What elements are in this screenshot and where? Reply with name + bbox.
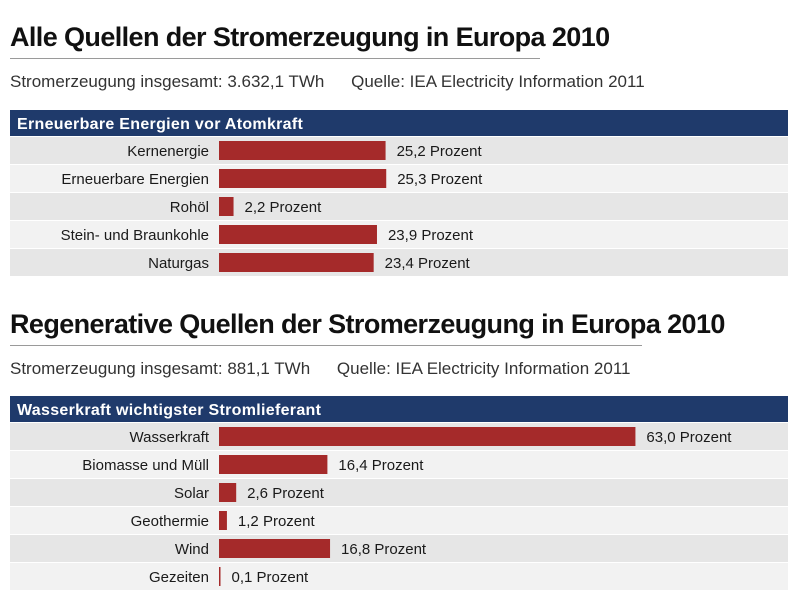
- source-label: Quelle: IEA Electricity Information 2011: [336, 359, 631, 378]
- chart-row: [10, 507, 788, 534]
- bar: [219, 253, 374, 272]
- bar: [219, 225, 377, 244]
- chart-header-bar: [10, 396, 788, 422]
- source-label: Quelle: IEA Electricity Information 2011: [351, 72, 645, 91]
- category-label: Wasserkraft: [130, 429, 210, 446]
- chart-title-renewable-sources: Regenerative Quellen der Stromerzeugung …: [10, 309, 725, 339]
- chart-row: [10, 193, 788, 220]
- value-label: 25,3 Prozent: [397, 171, 483, 188]
- value-label: 1,2 Prozent: [238, 513, 316, 530]
- value-label: 23,9 Prozent: [388, 227, 474, 244]
- title-divider: [10, 58, 540, 59]
- chart-row: [10, 165, 788, 192]
- value-label: 16,4 Prozent: [338, 457, 424, 474]
- category-label: Kernenergie: [127, 143, 209, 160]
- bar: [219, 427, 636, 446]
- category-label: Wind: [175, 541, 209, 558]
- bar-chart-all-sources: Erneuerbare Energien vor Atomkraft Kernen…: [10, 110, 788, 276]
- bar: [219, 197, 234, 216]
- chart-header-title: Wasserkraft wichtigster Stromlieferant: [17, 402, 322, 419]
- value-label: 16,8 Prozent: [341, 541, 427, 558]
- category-label: Biomasse und Müll: [82, 457, 209, 474]
- category-label: Gezeiten: [149, 569, 209, 586]
- category-label: Naturgas: [148, 255, 209, 272]
- bar: [219, 455, 328, 474]
- chart-row: [10, 221, 788, 248]
- category-label: Geothermie: [131, 513, 209, 530]
- value-label: 2,6 Prozent: [247, 485, 325, 502]
- chart-meta-all-sources: Stromerzeugung insgesamt: 3.632,1 TWh Qu…: [10, 73, 645, 90]
- chart-row: [10, 249, 788, 276]
- value-label: 0,1 Prozent: [232, 569, 310, 586]
- chart-row: [10, 137, 788, 164]
- category-label: Solar: [174, 485, 209, 502]
- chart-meta-renewable-sources: Stromerzeugung insgesamt: 881,1 TWh Quel…: [10, 360, 630, 377]
- bar: [219, 539, 331, 558]
- value-label: 63,0 Prozent: [646, 429, 732, 446]
- title-divider: [10, 345, 642, 346]
- total-generation-label: Stromerzeugung insgesamt: 881,1 TWh: [10, 359, 311, 378]
- chart-title-all-sources: Alle Quellen der Stromerzeugung in Europ…: [10, 22, 610, 52]
- chart-row: [10, 535, 788, 562]
- chart-row: [10, 479, 788, 506]
- bar: [219, 141, 386, 160]
- category-label: Rohöl: [170, 199, 209, 216]
- chart-header-title: Erneuerbare Energien vor Atomkraft: [17, 116, 304, 133]
- bar: [219, 567, 221, 586]
- bar: [219, 511, 227, 530]
- bar-chart-renewable-sources: Wasserkraft wichtigster Stromlieferant Wa…: [10, 396, 788, 590]
- total-generation-label: Stromerzeugung insgesamt: 3.632,1 TWh: [10, 72, 325, 91]
- chart-row: [10, 563, 788, 590]
- chart-header-bar: [10, 110, 788, 136]
- value-label: 2,2 Prozent: [245, 199, 323, 216]
- bar: [219, 483, 237, 502]
- category-label: Erneuerbare Energien: [61, 171, 209, 188]
- chart-row: [10, 451, 788, 478]
- bar: [219, 169, 387, 188]
- value-label: 23,4 Prozent: [385, 255, 471, 272]
- value-label: 25,2 Prozent: [397, 143, 483, 160]
- category-label: Stein- und Braunkohle: [61, 227, 209, 244]
